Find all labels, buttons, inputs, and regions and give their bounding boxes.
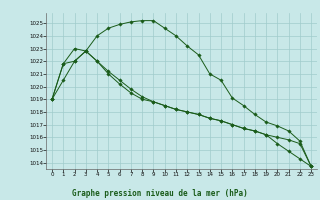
Text: Graphe pression niveau de la mer (hPa): Graphe pression niveau de la mer (hPa) (72, 189, 248, 198)
